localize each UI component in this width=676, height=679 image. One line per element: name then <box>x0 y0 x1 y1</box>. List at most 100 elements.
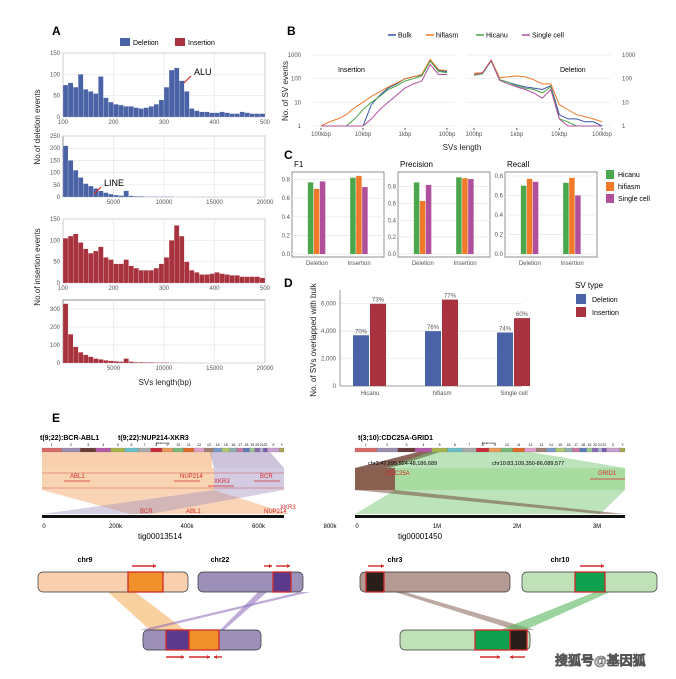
legend-title: SV type <box>575 281 604 290</box>
x-tick-label: 10000 <box>156 366 173 372</box>
reference-chr-12 <box>193 447 205 453</box>
chr-label: 16 <box>567 443 571 447</box>
histogram-bar <box>209 273 215 284</box>
histogram-bar <box>118 361 124 364</box>
x-tick-label: 100kbp <box>592 132 612 138</box>
reference-chr-10 <box>501 447 513 453</box>
arrow-head <box>269 564 272 568</box>
annotation-arrow <box>93 186 102 195</box>
facet-f1: F1 0.0 0.2 0.4 0.6 0.8 Deletion Insertion <box>282 160 385 267</box>
chr-label: 11 <box>187 443 191 447</box>
bar-insertion <box>370 303 386 386</box>
facet-title: Recall <box>507 160 529 169</box>
bar-hifiasm <box>526 178 533 254</box>
histogram-bar <box>93 250 99 284</box>
histogram-bar <box>78 242 84 284</box>
x-tick-label: 15000 <box>206 366 223 372</box>
histogram-bar <box>179 235 185 284</box>
y-tick-label: 10 <box>294 100 301 106</box>
chr-label: 7 <box>143 443 145 447</box>
chr-label: 17 <box>238 443 242 447</box>
bar-hicanu <box>350 177 356 254</box>
y-tick-label: 0.4 <box>282 215 291 221</box>
histogram-bar <box>123 259 129 284</box>
y-tick-label: 0 <box>57 195 61 201</box>
facet-insertion: 1 10 100 1000 100kbp 10kbp 1kbp 100bp Insertion <box>288 53 456 138</box>
alignment-lower-chr9 <box>42 490 290 514</box>
plot-frame <box>504 171 598 258</box>
histogram-bar <box>72 346 79 364</box>
histogram-bar <box>62 145 69 198</box>
gene-label-grid1: GRID1 <box>598 471 617 477</box>
reference-chr-15 <box>555 447 565 453</box>
histogram-bar <box>209 112 215 118</box>
facet-deletion: 1 10 100 1000 100bp 1kbp 10kbp 100kbp Deletion <box>466 53 636 138</box>
gene-label: XKR3 <box>214 479 230 485</box>
ideogram-label: chr3 <box>388 557 403 564</box>
y-tick-label: 0 <box>57 115 61 121</box>
ideogram-label: chr9 <box>78 557 93 564</box>
arrow-head <box>287 564 290 568</box>
axis-tick-label: 200k <box>109 524 123 530</box>
legend-label: hifiasm <box>436 33 458 40</box>
x-tick-mark <box>362 128 364 130</box>
histogram-bar <box>88 356 94 364</box>
histogram-bar <box>148 362 155 364</box>
y-tick-label: 0.0 <box>495 252 504 258</box>
y-tick-label: 0.2 <box>282 233 291 239</box>
y-tick-label: 1000 <box>622 53 636 59</box>
y-tick-label: 0 <box>333 384 337 390</box>
reference-chr-20 <box>592 447 599 453</box>
y-tick-label: 0.8 <box>495 174 504 180</box>
histogram-bar <box>67 235 74 284</box>
chr-label: 14 <box>549 443 553 447</box>
chr-label: 17 <box>574 443 578 447</box>
histogram-bar <box>108 360 114 364</box>
reference-chr-14 <box>213 447 222 453</box>
series-line-hifiasm <box>320 58 448 127</box>
gene-label: ABL1 <box>70 474 85 480</box>
reference-label: Reference <box>156 441 170 445</box>
histogram-bar <box>103 97 109 118</box>
bar-hicanu <box>413 182 420 254</box>
y-tick-label: 1000 <box>288 53 302 59</box>
x-tick-label: Deletion <box>519 261 541 267</box>
axis-tick-label: 600k <box>252 524 266 530</box>
x-tick-mark <box>320 128 322 130</box>
chr-label: 7 <box>468 443 470 447</box>
x-tick-label: Hicanu <box>361 391 380 397</box>
chr-label: 12 <box>197 443 201 447</box>
reference-chr-22 <box>602 447 607 453</box>
x-tick-label: 100 <box>58 286 69 292</box>
histogram-bar <box>62 84 69 118</box>
facet-title: Insertion <box>338 67 365 74</box>
x-tick-label: Single cell <box>500 391 527 397</box>
histogram-bar <box>194 272 200 284</box>
y-tick-label: 0.6 <box>388 201 397 207</box>
histogram-A2: 5000 10000 15000 20000 0 50 100 150 200 250 LINE <box>50 134 274 206</box>
link-chr22-a <box>140 592 310 630</box>
link-chr9 <box>108 592 185 630</box>
histogram-bar <box>123 358 129 364</box>
axis-tick-label: 1M <box>433 524 441 530</box>
histogram-bar <box>67 82 74 118</box>
histogram-bar <box>224 274 230 284</box>
der-grid1 <box>474 629 511 651</box>
histogram-bar <box>184 91 190 118</box>
histogram-bar <box>244 112 250 118</box>
legend-label: Single cell <box>618 196 650 203</box>
reference-chr-7 <box>462 447 477 453</box>
chr-label: 5 <box>117 443 119 447</box>
histogram-bar <box>83 248 89 284</box>
histogram-bar <box>189 108 195 118</box>
chr-label: 10 <box>176 443 180 447</box>
facet-title: Deletion <box>560 67 586 74</box>
arrow-head <box>153 564 156 568</box>
histogram-bar <box>78 352 84 364</box>
histogram-bar <box>98 246 104 284</box>
chr-label: 10 <box>505 443 509 447</box>
histogram-bar <box>259 277 266 284</box>
arrow-head <box>601 564 604 568</box>
histogram-bar <box>128 106 134 118</box>
